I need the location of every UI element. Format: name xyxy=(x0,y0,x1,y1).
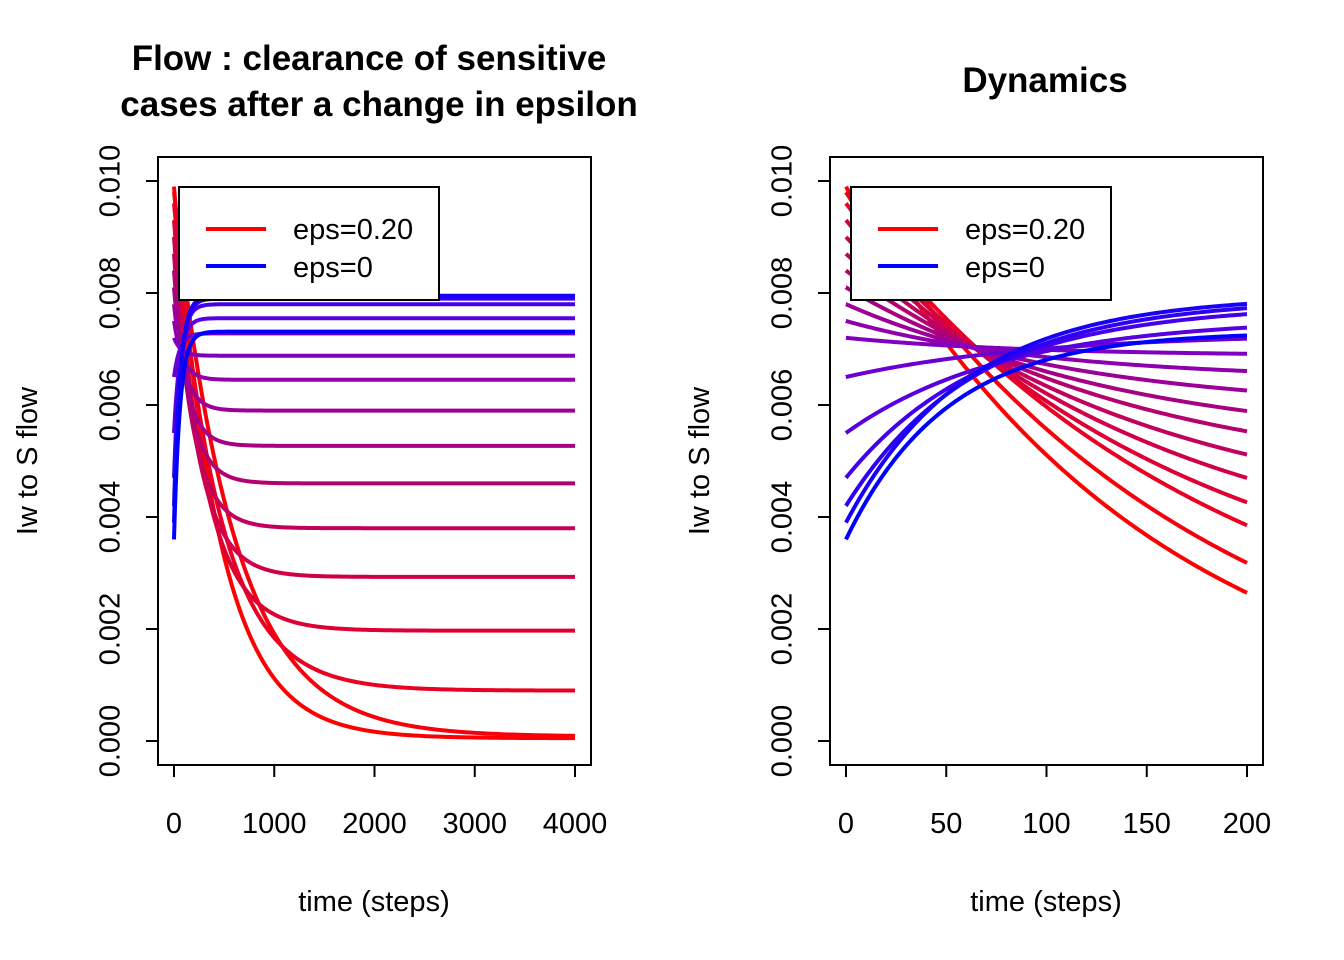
legend: eps=0.20 eps=0 xyxy=(178,186,440,301)
y-tick-label: 0.002 xyxy=(767,593,799,666)
y-tick-label: 0.008 xyxy=(767,257,799,330)
chart-title: Dynamics xyxy=(962,61,1127,100)
x-axis: 0 50 100 150 200 xyxy=(838,764,1271,840)
y-axis: 0.000 0.002 0.004 0.006 0.008 0.010 xyxy=(95,145,159,778)
x-tick-label: 150 xyxy=(1123,808,1171,840)
y-tick-label: 0.010 xyxy=(95,145,127,218)
y-tick-label: 0.000 xyxy=(767,705,799,778)
y-tick-label: 0.010 xyxy=(767,145,799,218)
series-line-11 xyxy=(844,335,1248,356)
y-tick-label: 0.000 xyxy=(95,705,127,778)
legend-box xyxy=(850,186,1112,301)
legend-box xyxy=(178,186,440,301)
y-tick-label: 0.004 xyxy=(767,481,799,554)
x-tick-label: 3000 xyxy=(442,808,507,840)
legend: eps=0.20 eps=0 xyxy=(850,186,1112,301)
legend-label-eps-020: eps=0.20 xyxy=(965,214,1085,246)
y-axis-label: Iw to S flow xyxy=(684,386,716,535)
x-tick-label: 100 xyxy=(1022,808,1070,840)
panel-dynamics: Dynamics 0 50 100 150 200 0.0000.0020.0040.0… xyxy=(684,61,1271,918)
x-axis: 0 1000 2000 3000 4000 xyxy=(166,764,608,840)
y-tick-label: 0.004 xyxy=(95,481,127,554)
series-line-13 xyxy=(172,316,575,435)
chart-title-line-2: cases after a change in epsilon xyxy=(120,85,637,124)
x-axis-label: time (steps) xyxy=(298,886,449,918)
series-line-10 xyxy=(844,319,1248,374)
series-lines xyxy=(172,184,576,741)
x-axis-label: time (steps) xyxy=(970,886,1121,918)
series-line-3 xyxy=(172,201,575,693)
x-tick-label: 0 xyxy=(838,808,854,840)
legend-label-eps-0: eps=0 xyxy=(293,252,373,284)
x-tick-label: 0 xyxy=(166,808,182,840)
legend-label-eps-020: eps=0.20 xyxy=(293,214,413,246)
y-tick-label: 0.006 xyxy=(767,369,799,442)
series-line-17 xyxy=(844,333,1248,542)
series-line-11 xyxy=(172,335,575,358)
y-tick-label: 0.006 xyxy=(95,369,127,442)
chart-title-line-1: Flow : clearance of sensitive xyxy=(132,39,607,78)
y-tick-label: 0.002 xyxy=(95,593,127,666)
series-line-13 xyxy=(844,325,1248,435)
series-line-16 xyxy=(844,301,1248,525)
y-axis: 0.000 0.002 0.004 0.006 0.008 0.010 xyxy=(767,145,831,778)
x-tick-label: 50 xyxy=(930,808,962,840)
x-tick-label: 4000 xyxy=(543,808,608,840)
x-tick-label: 2000 xyxy=(342,808,407,840)
series-line-8 xyxy=(172,285,575,448)
x-tick-label: 1000 xyxy=(242,808,307,840)
series-line-9 xyxy=(844,302,1248,393)
x-tick-label: 200 xyxy=(1223,808,1271,840)
y-tick-label: 0.008 xyxy=(95,257,127,330)
legend-label-eps-0: eps=0 xyxy=(965,252,1045,284)
series-line-14 xyxy=(844,312,1248,480)
series-line-17 xyxy=(172,329,575,542)
panel-flow: Flow : clearance of sensitive cases afte… xyxy=(12,39,638,918)
y-axis-label: Iw to S flow xyxy=(12,386,44,535)
